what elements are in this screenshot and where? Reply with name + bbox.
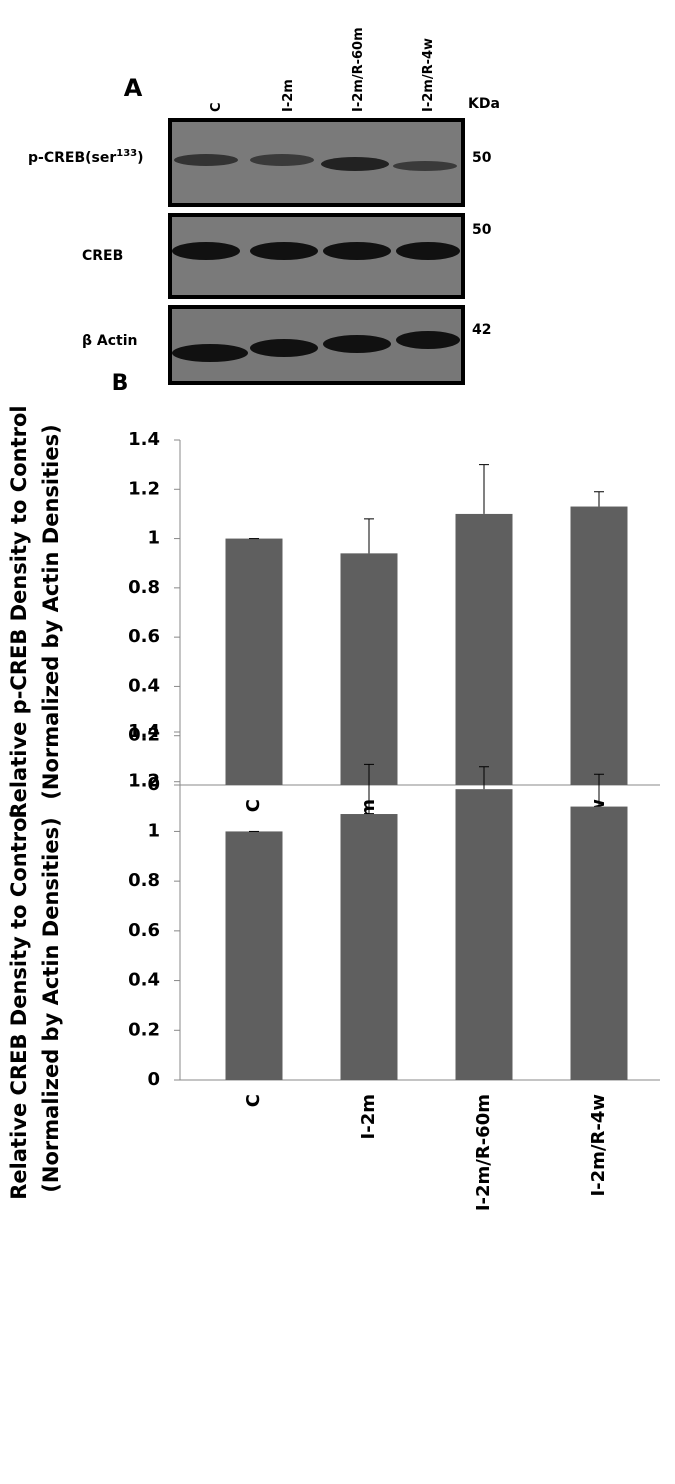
y-tick-label: 0.4 [128, 970, 160, 991]
bar [455, 513, 513, 785]
panel-label: A [124, 74, 143, 102]
bar [570, 506, 628, 785]
blot-band [396, 331, 460, 349]
x-tick-label: I-2m [358, 1094, 379, 1139]
error-bar [364, 518, 374, 554]
blot-band [396, 242, 460, 260]
y-tick-label: 1 [147, 820, 160, 841]
blot-label: β Actin [82, 333, 138, 349]
blot-label-text: p-CREB(ser [28, 150, 116, 166]
blot-size: 42 [472, 322, 491, 338]
y-tick-label: 0 [147, 774, 160, 795]
blot-band [250, 339, 318, 357]
blot-label: CREB [82, 248, 123, 264]
y-tick-label: 0.8 [128, 577, 160, 598]
blot-size: 50 [472, 222, 492, 238]
y-tick-label: 1.2 [128, 771, 160, 792]
blot-p-creb [168, 118, 465, 207]
blot-label: p-CREB(ser133) [28, 148, 144, 166]
y-axis-label: (Normalized by Actin Densities) [39, 424, 63, 799]
blot-band [172, 344, 248, 362]
x-tick-label: I-2m/R-60m [473, 1094, 494, 1211]
blot-label-sup: 133 [116, 148, 137, 159]
blot-creb [168, 213, 465, 299]
y-axis-label: Relative p-CREB Density to Control [7, 405, 31, 818]
bar [455, 789, 513, 1080]
y-axis-label: (Normalized by Actin Densities) [39, 817, 63, 1192]
lane-label: I-2m/R-60m [351, 27, 366, 112]
blot-band [323, 242, 391, 260]
x-tick-label: I-2m/R-4w [588, 1094, 609, 1197]
y-tick-label: 0.6 [128, 626, 160, 647]
x-tick-label: C [243, 799, 264, 812]
blot-band [174, 154, 238, 166]
bar [225, 831, 283, 1080]
y-tick-label: 0 [147, 1069, 160, 1090]
blot-label-end: ) [137, 150, 143, 166]
blot-band [250, 154, 314, 166]
bar [570, 806, 628, 1080]
y-tick-label: 1.2 [128, 478, 160, 499]
y-tick-label: 1 [147, 528, 160, 549]
y-tick-label: 1.4 [128, 721, 160, 742]
y-tick-label: 0.8 [128, 870, 160, 891]
blot-band [393, 161, 457, 171]
y-tick-label: 0.4 [128, 675, 160, 696]
blot-band [321, 157, 389, 171]
lane-label: I-2m [281, 79, 296, 112]
unit-label: KDa [468, 96, 500, 112]
bar [340, 814, 398, 1080]
bar [225, 538, 283, 785]
blot-band [250, 242, 318, 260]
error-bar [594, 491, 604, 507]
blot-actin [168, 305, 465, 385]
y-axis-label: Relative CREB Density to Control [7, 810, 31, 1199]
error-bar [479, 766, 489, 790]
x-tick-label: C [243, 1094, 264, 1107]
y-tick-label: 1.4 [128, 429, 160, 450]
y-tick-label: 0.2 [128, 1019, 160, 1040]
y-tick-label: 0.6 [128, 920, 160, 941]
blot-size: 50 [472, 150, 492, 166]
blot-band [323, 335, 391, 353]
error-bar [594, 773, 604, 807]
error-bar [364, 763, 374, 815]
lane-label: C [209, 102, 224, 112]
lane-label: I-2m/R-4w [421, 38, 436, 112]
blot-band [172, 242, 240, 260]
panel-label: B [112, 371, 129, 396]
bar [340, 553, 398, 785]
y-tick-label: 0.2 [128, 725, 160, 746]
error-bar [479, 464, 489, 514]
